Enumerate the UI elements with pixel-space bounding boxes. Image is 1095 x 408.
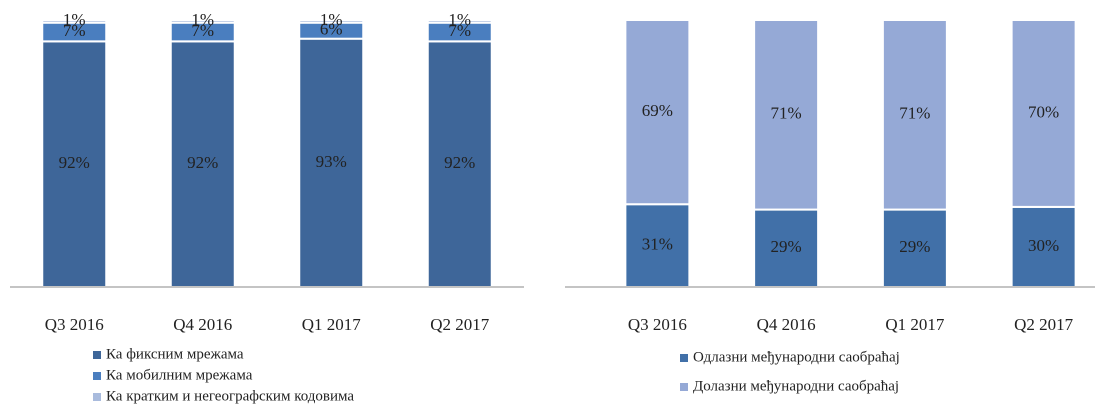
data-label: 29% (771, 237, 802, 256)
bar-segment (1010, 205, 1077, 288)
bar-segment (1010, 19, 1077, 208)
bar-segment (753, 19, 820, 211)
bar-segment (426, 40, 493, 288)
x-tick-label: Q4 2016 (757, 315, 816, 334)
x-tick-label: Q3 2016 (628, 315, 687, 334)
data-label: 1% (191, 10, 214, 29)
legend-label: Ка мобилним мрежама (106, 367, 253, 383)
data-label: 92% (187, 153, 218, 172)
bar-segment (426, 19, 493, 24)
data-label: 92% (444, 153, 475, 172)
bar-segment (298, 37, 365, 288)
data-label: 71% (771, 104, 802, 123)
data-label: 92% (59, 153, 90, 172)
data-label: 71% (899, 104, 930, 123)
x-tick-label: Q2 2017 (430, 315, 490, 334)
data-label: 1% (320, 10, 343, 29)
data-label: 7% (63, 21, 86, 40)
data-label: 1% (448, 10, 471, 29)
data-label: 69% (642, 101, 673, 120)
legend-marker (680, 354, 688, 362)
data-label: 70% (1028, 102, 1059, 121)
data-label: 31% (642, 235, 673, 254)
legend-label: Одлазни међународни саобраћај (693, 349, 900, 365)
data-label: 1% (63, 10, 86, 29)
bar-segment (41, 19, 108, 24)
legend-label: Ка фиксним мрежама (106, 346, 244, 362)
legend-label: Долазни међународни саобраћај (693, 378, 899, 394)
bar-segment (298, 19, 365, 24)
data-label: 6% (320, 20, 343, 39)
bar-segment (624, 19, 691, 206)
legend-marker (93, 351, 101, 359)
bar-segment (624, 203, 691, 288)
legend-marker (93, 372, 101, 380)
bar-segment (169, 19, 236, 24)
x-tick-label: Q2 2017 (1014, 315, 1074, 334)
bar-segment (169, 40, 236, 288)
legend-label: Ка кратким и негеографским кодовима (106, 388, 354, 404)
data-label: 93% (316, 152, 347, 171)
bar-segment (41, 40, 108, 288)
data-label: 7% (191, 21, 214, 40)
data-label: 7% (448, 21, 471, 40)
x-tick-label: Q4 2016 (173, 315, 232, 334)
bar-segment (881, 19, 948, 211)
data-label: 29% (899, 237, 930, 256)
x-tick-label: Q1 2017 (302, 315, 362, 334)
x-tick-label: Q3 2016 (45, 315, 104, 334)
data-label: 30% (1028, 236, 1059, 255)
legend-marker (93, 393, 101, 401)
legend-marker (680, 383, 688, 391)
x-tick-label: Q1 2017 (885, 315, 945, 334)
